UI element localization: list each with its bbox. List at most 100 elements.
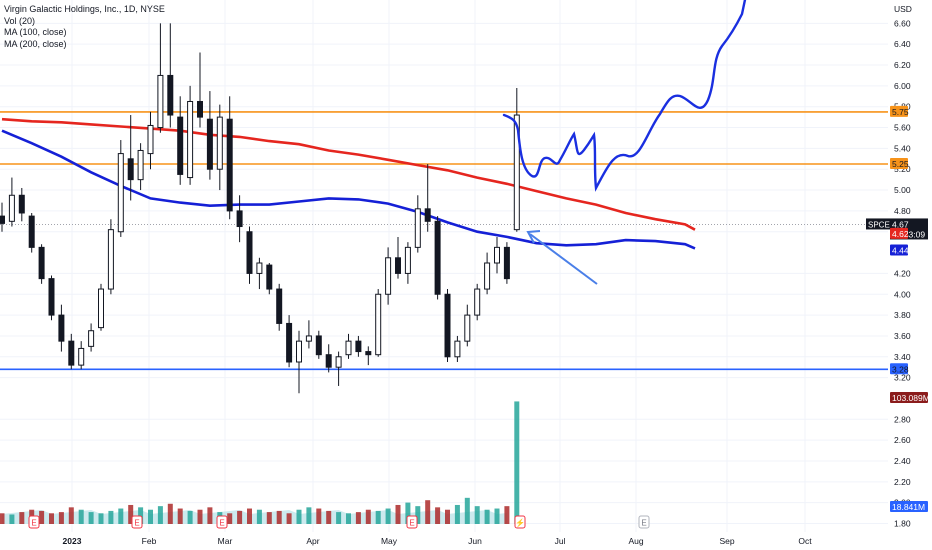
volume-bar [435,507,441,524]
horizontal-lines[interactable] [0,111,888,371]
volume-bar [365,509,371,524]
volume-bar [9,514,15,524]
candle-body [305,335,312,342]
candle-body [88,330,95,347]
event-markers[interactable]: E E E E ⚡ E [28,515,650,529]
time-axis[interactable]: 2023 Feb Mar Apr May Jun Jul Aug Sep Oct [63,536,813,546]
volume-bar [118,508,124,524]
event-marker-label: E [641,519,646,528]
candle-body [464,314,471,342]
event-marker [131,515,143,529]
candle-body [206,118,213,170]
candle-body [375,293,382,356]
volume-bar [148,509,153,524]
time-tick: Jun [468,536,482,546]
volume-bar [415,506,421,524]
volume-bar [276,510,282,524]
volume-bar [425,500,431,524]
event-marker [514,515,526,529]
candle-body [365,351,372,356]
level-label: 3.28 [892,364,909,374]
volume-bar [0,513,5,524]
candle-body [117,153,124,233]
event-marker-label: ⚡ [515,518,525,528]
volume-bar [68,507,74,524]
candle-body [484,262,491,290]
candle-body [197,100,203,118]
candle-body [236,210,243,228]
legend-ma100[interactable]: MA (100, close) [4,27,67,37]
volume-ma-label-bg [890,501,928,512]
event-marker-label: E [134,519,139,528]
candle-body [18,194,25,214]
candle-body [48,278,55,316]
volume-bar [237,510,243,524]
event-marker [216,515,228,529]
arrow-shaft [529,233,598,285]
volume-bar [484,509,490,524]
last-price-value: 4.67 [892,219,909,229]
ma200-line [1,117,696,231]
candle-body [127,158,134,181]
candle-body [8,194,15,222]
volume-bar [355,512,361,524]
level-label-bg [890,158,908,170]
volume-bar [326,510,332,524]
price-tick: 3.60 [894,331,911,341]
candle-body [296,340,302,363]
time-tick: Apr [306,536,319,546]
time-tick: Mar [218,536,233,546]
volume-ma-label: 18.841M [892,502,925,512]
price-tick: 2.60 [894,435,911,445]
volume-bar [247,508,252,524]
candle-body [157,74,164,129]
volume-bar [286,513,292,524]
grid [0,0,888,532]
drawings[interactable] [502,0,747,285]
legend-volume[interactable]: Vol (20) [4,15,36,26]
candle-body [513,114,520,231]
price-tick: 3.80 [894,310,911,320]
price-tick: 3.40 [894,352,911,362]
volume-bar [464,497,470,524]
candles [0,23,520,394]
volume-bar [494,508,500,524]
ma100-label: 4.44 [892,245,909,255]
price-tick: 5.00 [894,185,911,195]
volume-bar [336,512,342,524]
price-tick: 1.80 [894,519,911,529]
time-tick: Aug [628,536,643,546]
volume-bar [514,401,520,524]
candle-body [503,246,510,280]
chart-legend: Virgin Galactic Holdings, Inc., 1D, NYSE… [4,4,165,50]
candle-body [226,118,233,212]
price-tick: 6.60 [894,18,911,28]
symbol-label-bg [866,218,890,230]
time-tick: Oct [798,536,812,546]
volume-bar [316,508,322,524]
price-axis[interactable]: USD1.802.002.202.402.602.803.203.403.603… [894,4,912,529]
time-tick: 2023 [63,536,82,546]
candle-body [494,246,500,264]
volume-bar [454,504,460,524]
candle-body [395,257,401,274]
candle-body [137,149,144,181]
price-tick: 4.80 [894,206,911,216]
time-tick: May [381,536,398,546]
volume-bar [98,513,104,524]
volume-bar [197,509,203,524]
volume-bar [108,510,114,524]
volume-bar [445,509,450,524]
candle-body [38,246,45,280]
event-marker [406,515,418,529]
event-marker-label: E [409,519,414,528]
legend-title[interactable]: Virgin Galactic Holdings, Inc., 1D, NYSE [4,4,165,14]
price-tick: 2.40 [894,456,911,466]
candle-body [98,288,104,329]
legend-ma200[interactable]: MA (200, close) [4,38,67,49]
candle-body [385,257,392,295]
volume-ma-area [2,510,507,524]
candle-body [246,231,253,274]
